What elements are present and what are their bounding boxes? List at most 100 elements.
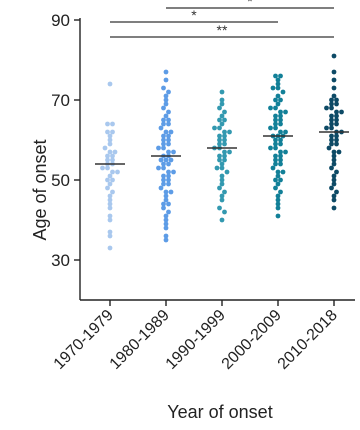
data-point: [329, 113, 334, 119]
data-point: [107, 245, 113, 251]
data-point: [331, 197, 337, 203]
data-point: [107, 181, 113, 187]
data-point: [161, 181, 166, 187]
data-point: [331, 157, 337, 163]
data-point: [163, 237, 169, 243]
data-point: [102, 145, 108, 151]
data-point: [275, 77, 281, 83]
data-point: [107, 205, 113, 211]
data-point: [219, 89, 225, 95]
data-point: [156, 145, 161, 151]
data-point: [329, 121, 334, 127]
data-point: [275, 81, 281, 87]
data-point: [110, 129, 115, 135]
x-tick-label: 1980-1989: [107, 307, 173, 373]
data-point: [219, 181, 225, 187]
data-point: [278, 117, 283, 123]
data-point: [275, 169, 281, 175]
data-point: [163, 217, 169, 223]
data-point: [222, 109, 227, 115]
data-point: [168, 189, 174, 195]
data-point: [222, 137, 227, 143]
data-point: [273, 117, 278, 123]
data-point: [278, 189, 283, 195]
data-point: [222, 157, 227, 163]
data-point: [166, 169, 171, 175]
data-point: [219, 193, 225, 199]
data-point: [329, 165, 334, 171]
data-point: [105, 129, 110, 135]
data-point: [324, 125, 329, 131]
data-point: [329, 117, 334, 123]
data-point: [334, 189, 339, 195]
data-point: [105, 177, 110, 183]
data-point: [273, 145, 278, 151]
data-point: [275, 101, 281, 107]
data-point: [163, 213, 169, 219]
data-point: [278, 137, 283, 143]
data-point: [222, 133, 227, 139]
data-point: [166, 149, 171, 155]
data-point: [222, 153, 227, 159]
data-point: [273, 121, 278, 127]
data-point: [219, 173, 225, 179]
data-point: [163, 157, 169, 163]
data-point: [275, 193, 281, 199]
data-point: [273, 105, 278, 111]
data-point: [217, 137, 222, 143]
data-point: [331, 85, 337, 91]
data-point: [268, 125, 273, 131]
data-point: [161, 205, 166, 211]
data-point: [163, 189, 169, 195]
significance-label: *: [247, 0, 253, 9]
data-point: [273, 177, 278, 183]
data-point: [166, 89, 171, 95]
data-point: [161, 173, 166, 179]
data-point: [110, 153, 115, 159]
data-point: [331, 93, 337, 99]
y-tick-label: 70: [51, 91, 70, 110]
data-point: [222, 209, 227, 215]
data-point: [168, 129, 174, 135]
median-lines: [95, 131, 349, 165]
data-point: [280, 89, 286, 95]
data-point: [331, 177, 337, 183]
data-point: [334, 113, 339, 119]
data-point: [334, 117, 339, 123]
data-point: [222, 141, 227, 147]
data-point: [166, 121, 171, 127]
data-point: [273, 73, 278, 79]
data-point: [329, 97, 334, 103]
data-point: [107, 141, 113, 147]
data-point: [156, 165, 161, 171]
data-point: [107, 81, 113, 87]
x-tick-label: 2010-2018: [275, 307, 341, 373]
data-point: [283, 129, 288, 135]
data-point: [273, 153, 278, 159]
data-point: [161, 85, 166, 91]
data-point: [163, 69, 169, 75]
data-point: [163, 233, 169, 239]
data-point: [278, 113, 283, 119]
data-point: [331, 77, 337, 83]
data-point: [331, 149, 337, 155]
data-point: [275, 197, 281, 203]
data-point: [273, 157, 278, 163]
data-point: [334, 133, 339, 139]
data-point: [107, 137, 113, 143]
data-point: [275, 201, 281, 207]
data-point: [334, 141, 339, 147]
data-point: [105, 165, 110, 171]
significance-brackets: ****: [110, 0, 334, 38]
data-point: [166, 173, 171, 179]
data-point: [107, 149, 113, 155]
data-point: [329, 137, 334, 143]
data-point: [219, 217, 225, 223]
data-point: [278, 121, 283, 127]
data-point: [219, 101, 225, 107]
x-tick-label: 1990-1999: [163, 307, 229, 373]
data-point: [273, 185, 278, 191]
data-points: [100, 53, 344, 251]
data-point: [110, 121, 115, 127]
